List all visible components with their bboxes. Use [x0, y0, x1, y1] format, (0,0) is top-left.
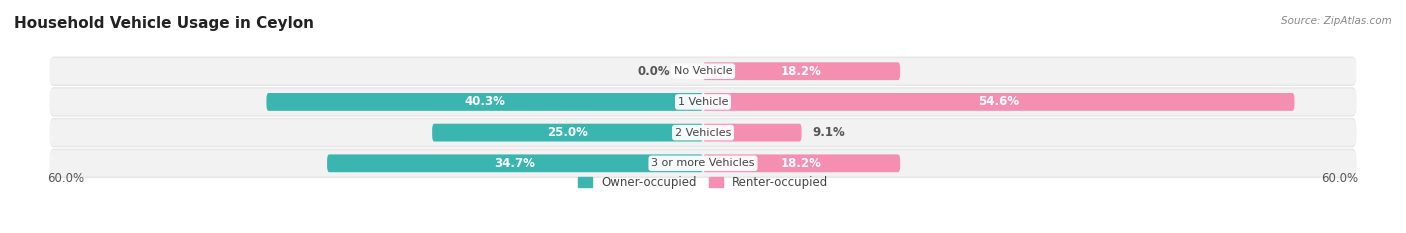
- FancyBboxPatch shape: [432, 124, 703, 141]
- Text: 40.3%: 40.3%: [464, 96, 505, 108]
- Text: 18.2%: 18.2%: [782, 65, 823, 78]
- FancyBboxPatch shape: [49, 56, 1357, 86]
- FancyBboxPatch shape: [49, 87, 1357, 117]
- FancyBboxPatch shape: [49, 149, 1357, 178]
- Text: 60.0%: 60.0%: [48, 171, 84, 185]
- Text: 3 or more Vehicles: 3 or more Vehicles: [651, 158, 755, 168]
- FancyBboxPatch shape: [703, 62, 900, 80]
- Text: 2 Vehicles: 2 Vehicles: [675, 128, 731, 138]
- Text: 1 Vehicle: 1 Vehicle: [678, 97, 728, 107]
- Text: 54.6%: 54.6%: [979, 96, 1019, 108]
- FancyBboxPatch shape: [266, 93, 703, 111]
- Text: 9.1%: 9.1%: [813, 126, 845, 139]
- Text: Source: ZipAtlas.com: Source: ZipAtlas.com: [1281, 16, 1392, 26]
- FancyBboxPatch shape: [49, 58, 1357, 84]
- FancyBboxPatch shape: [703, 154, 900, 172]
- Text: 18.2%: 18.2%: [782, 157, 823, 170]
- FancyBboxPatch shape: [328, 154, 703, 172]
- FancyBboxPatch shape: [703, 93, 1295, 111]
- Text: No Vehicle: No Vehicle: [673, 66, 733, 76]
- Text: 60.0%: 60.0%: [1322, 171, 1358, 185]
- FancyBboxPatch shape: [703, 124, 801, 141]
- FancyBboxPatch shape: [49, 120, 1357, 146]
- Legend: Owner-occupied, Renter-occupied: Owner-occupied, Renter-occupied: [575, 174, 831, 192]
- Text: 25.0%: 25.0%: [547, 126, 588, 139]
- Text: Household Vehicle Usage in Ceylon: Household Vehicle Usage in Ceylon: [14, 16, 314, 31]
- FancyBboxPatch shape: [49, 89, 1357, 115]
- Text: 0.0%: 0.0%: [638, 65, 671, 78]
- Text: 34.7%: 34.7%: [495, 157, 536, 170]
- FancyBboxPatch shape: [49, 150, 1357, 177]
- FancyBboxPatch shape: [49, 118, 1357, 147]
